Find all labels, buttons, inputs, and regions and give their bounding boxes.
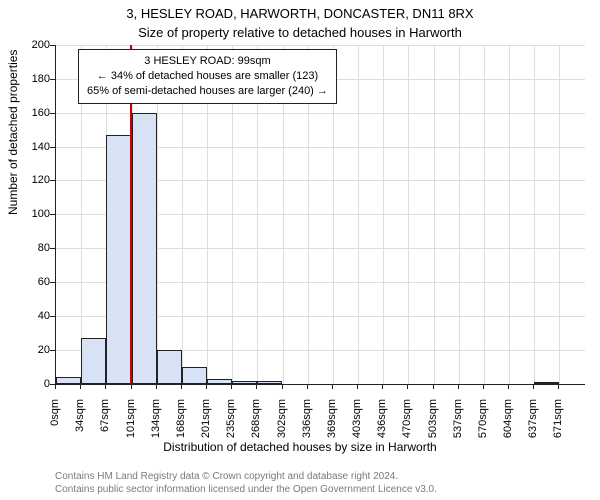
x-tick-label: 302sqm [276,399,288,459]
x-tick-mark [181,384,182,389]
histogram-bar [157,350,182,384]
y-tick-label: 60 [10,276,50,288]
x-tick-mark [357,384,358,389]
y-tick-mark [50,282,55,283]
annotation-line: 3 HESLEY ROAD: 99sqm [87,54,328,69]
x-tick-label: 403sqm [351,399,363,459]
gridline-v [534,45,535,384]
x-tick-mark [156,384,157,389]
footer-attribution: Contains HM Land Registry data © Crown c… [55,470,437,496]
x-tick-label: 268sqm [250,399,262,459]
x-tick-label: 671sqm [552,399,564,459]
y-tick-mark [50,147,55,148]
x-tick-label: 201sqm [200,399,212,459]
x-tick-mark [256,384,257,389]
annotation-line: 65% of semi-detached houses are larger (… [87,84,328,99]
x-tick-mark [558,384,559,389]
histogram-bar [207,379,232,384]
histogram-bar [257,381,282,384]
histogram-bar [56,377,81,384]
x-tick-label: 134sqm [150,399,162,459]
chart-subtitle: Size of property relative to detached ho… [0,25,600,40]
y-tick-label: 200 [10,39,50,51]
y-tick-label: 120 [10,174,50,186]
footer-line2: Contains public sector information licen… [55,483,437,496]
gridline-v [459,45,460,384]
histogram-bar [132,113,157,384]
histogram-bar [182,367,207,384]
x-tick-label: 470sqm [401,399,413,459]
y-tick-mark [50,113,55,114]
x-tick-mark [282,384,283,389]
x-tick-mark [433,384,434,389]
x-tick-label: 436sqm [376,399,388,459]
x-tick-mark [407,384,408,389]
histogram-bar [534,382,559,384]
x-tick-mark [483,384,484,389]
y-tick-label: 180 [10,73,50,85]
x-tick-label: 34sqm [74,399,86,459]
y-tick-mark [50,248,55,249]
y-tick-mark [50,45,55,46]
x-tick-mark [206,384,207,389]
x-tick-mark [508,384,509,389]
x-tick-mark [458,384,459,389]
y-tick-label: 80 [10,242,50,254]
y-tick-mark [50,214,55,215]
x-tick-label: 637sqm [527,399,539,459]
y-tick-mark [50,180,55,181]
x-tick-label: 336sqm [301,399,313,459]
chart-title-address: 3, HESLEY ROAD, HARWORTH, DONCASTER, DN1… [0,6,600,21]
gridline-v [383,45,384,384]
gridline-v [559,45,560,384]
gridline-v [358,45,359,384]
x-tick-mark [55,384,56,389]
histogram-bar [232,381,257,384]
x-tick-mark [307,384,308,389]
y-tick-label: 160 [10,107,50,119]
gridline-v [408,45,409,384]
gridline-v [434,45,435,384]
x-tick-mark [533,384,534,389]
y-tick-label: 40 [10,310,50,322]
histogram-bar [106,135,131,384]
y-tick-mark [50,316,55,317]
x-tick-mark [332,384,333,389]
x-tick-label: 0sqm [49,399,61,459]
y-tick-label: 100 [10,208,50,220]
x-tick-label: 503sqm [427,399,439,459]
gridline-v [509,45,510,384]
y-tick-label: 140 [10,141,50,153]
x-tick-label: 67sqm [99,399,111,459]
y-tick-mark [50,79,55,80]
x-tick-mark [105,384,106,389]
gridline-h [56,45,585,46]
x-tick-label: 168sqm [175,399,187,459]
x-tick-label: 101sqm [125,399,137,459]
x-tick-mark [231,384,232,389]
x-tick-label: 369sqm [326,399,338,459]
x-tick-mark [131,384,132,389]
x-tick-label: 537sqm [452,399,464,459]
y-tick-mark [50,350,55,351]
plot-area: 3 HESLEY ROAD: 99sqm← 34% of detached ho… [55,45,585,385]
footer-line1: Contains HM Land Registry data © Crown c… [55,470,437,483]
x-tick-mark [80,384,81,389]
x-tick-label: 604sqm [502,399,514,459]
annotation-line: ← 34% of detached houses are smaller (12… [87,69,328,84]
x-tick-label: 235sqm [225,399,237,459]
y-tick-label: 20 [10,344,50,356]
chart-container: 3, HESLEY ROAD, HARWORTH, DONCASTER, DN1… [0,0,600,500]
x-tick-label: 570sqm [477,399,489,459]
y-tick-label: 0 [10,378,50,390]
gridline-v [484,45,485,384]
x-tick-mark [382,384,383,389]
histogram-bar [81,338,106,384]
annotation-box: 3 HESLEY ROAD: 99sqm← 34% of detached ho… [78,49,337,104]
